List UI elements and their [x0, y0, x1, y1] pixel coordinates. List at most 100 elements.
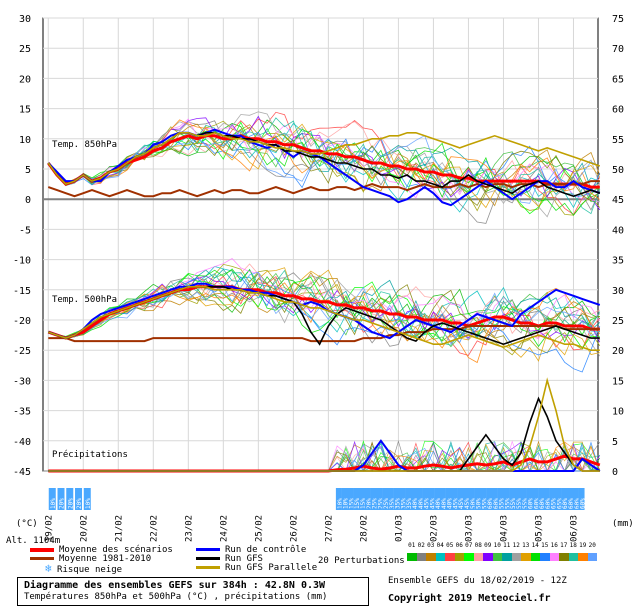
snow-risk-label: 25% — [383, 498, 390, 509]
chart-title: Diagramme des ensembles GEFS sur 384h : … — [24, 580, 326, 591]
snow-risk-mark — [503, 488, 510, 510]
y2-tick-label: 30 — [612, 286, 624, 297]
snow-risk-label: 65% — [551, 498, 558, 509]
perturbation-swatch — [445, 553, 455, 561]
snow-risk-label: 40% — [447, 498, 454, 509]
y2-tick-label: 55 — [612, 135, 624, 146]
snow-risk-mark — [462, 488, 469, 510]
snow-risk-mark — [566, 488, 573, 510]
y-tick-label: -30 — [13, 376, 31, 387]
snow-risk-label: 55% — [522, 498, 529, 509]
snow-risk-label: 60% — [574, 498, 581, 509]
x-tick-label: 06/03 — [569, 515, 579, 542]
y2-tick-label: 10 — [612, 407, 624, 418]
y2-tick-label: 50 — [612, 165, 624, 176]
y-tick-label: -20 — [13, 316, 31, 327]
snow-risk-label: 55% — [499, 498, 506, 509]
perturbation-number: 06 — [455, 542, 463, 549]
snow-risk-label: 45% — [429, 498, 436, 509]
unit-right: (mm) — [612, 519, 634, 529]
perturbation-number: 02 — [417, 542, 425, 549]
snow-risk-label: 50% — [470, 498, 477, 509]
snow-risk-mark — [66, 488, 74, 510]
snow-risk-label: 10% — [85, 498, 92, 509]
snow-risk-label: 15% — [354, 498, 361, 509]
snow-risk-mark — [514, 488, 521, 510]
y2-tick-label: 20 — [612, 346, 624, 357]
snow-risk-row: 10% 20% 20% 20% 10% 10%10%15%15%15%20%25%25%2… — [48, 488, 587, 510]
perturbation-swatch — [502, 553, 512, 561]
y2-tick-label: 25 — [612, 316, 624, 327]
perturbation-swatch — [521, 553, 531, 561]
snow-risk-label: 55% — [510, 498, 517, 509]
snow-risk-mark — [382, 488, 389, 510]
y-tick-label: -25 — [13, 346, 31, 357]
perturbation-number: 18 — [569, 542, 577, 549]
snow-risk-label: 60% — [568, 498, 575, 509]
y2-tick-label: 5 — [612, 437, 618, 448]
snow-risk-label: 60% — [545, 498, 552, 509]
snow-risk-mark — [445, 488, 452, 510]
x-tick-label: 01/03 — [394, 515, 404, 542]
series-t500_ctrl — [47, 282, 601, 340]
perturbation-number: 03 — [427, 542, 435, 549]
perturbation-number: 20 — [588, 542, 596, 549]
snow-risk-mark — [341, 488, 348, 510]
title-box: Diagramme des ensembles GEFS sur 384h : … — [17, 577, 369, 606]
snow-risk-label: 35% — [389, 498, 396, 509]
snow-risk-label: 60% — [580, 498, 587, 509]
snow-risk-label: 25% — [377, 498, 384, 509]
perturbation-swatch — [568, 553, 578, 561]
x-tick-label: 03/03 — [464, 515, 474, 542]
chart-subtitle: Températures 850hPa et 500hPa (°C) , pré… — [24, 592, 328, 602]
snow-risk-label: 45% — [458, 498, 465, 509]
series-t500_para — [48, 285, 600, 352]
perturbation-number: 01 — [408, 542, 416, 549]
swatch-gfs-para — [196, 566, 220, 569]
snow-risk-label: 60% — [539, 498, 546, 509]
snow-risk-label: 45% — [424, 498, 431, 509]
snow-risk-label: 55% — [516, 498, 523, 509]
y-tick-label: 0 — [25, 195, 31, 206]
snow-risk-mark — [520, 488, 527, 510]
snowflake-icon: ❄ — [45, 562, 52, 575]
snow-risk-label: 35% — [400, 498, 407, 509]
perturbation-number: 14 — [531, 542, 539, 549]
perturbation-line — [47, 122, 600, 213]
copyright: Copyright 2019 Meteociel.fr — [388, 593, 551, 604]
x-tick-label: 27/02 — [324, 515, 334, 542]
legend-normale: Moyenne 1981-2010 — [30, 554, 151, 564]
snow-risk-label: 15% — [348, 498, 355, 509]
snow-risk-mark — [497, 488, 504, 510]
swatch-moyenne — [30, 547, 54, 552]
perturbation-swatch — [435, 553, 445, 561]
snow-risk-mark — [549, 488, 556, 510]
snow-risk-label: 60% — [562, 498, 569, 509]
perturbation-number: 11 — [503, 542, 511, 549]
x-tick-label: 20/02 — [79, 515, 89, 542]
x-tick-label: 19/02 — [44, 515, 54, 542]
snow-risk-label: 50% — [476, 498, 483, 509]
perturbation-number: 16 — [550, 542, 558, 549]
snow-risk-mark — [376, 488, 383, 510]
perturbation-swatch — [426, 553, 436, 561]
unit-left: (°C) — [16, 519, 38, 529]
legend-snow: ❄ Risque neige — [45, 562, 123, 575]
snow-risk-label: 45% — [464, 498, 471, 509]
legend-perturbations: 20 Perturbations — [318, 556, 405, 566]
perturbation-swatch — [492, 553, 502, 561]
perturbation-swatch — [454, 553, 464, 561]
snow-risk-label: 10% — [337, 498, 344, 509]
snow-risk-mark — [480, 488, 487, 510]
perturbation-number: 09 — [484, 542, 492, 549]
y2-tick-label: 40 — [612, 225, 624, 236]
y2-tick-label: 15 — [612, 376, 624, 387]
y-tick-label: -40 — [13, 437, 31, 448]
swatch-gfs — [196, 557, 220, 560]
altitude-label: Alt. 1104m — [6, 536, 60, 546]
perturbation-swatch — [540, 553, 550, 561]
perturbation-line — [48, 257, 601, 340]
snow-risk-mark — [353, 488, 360, 510]
